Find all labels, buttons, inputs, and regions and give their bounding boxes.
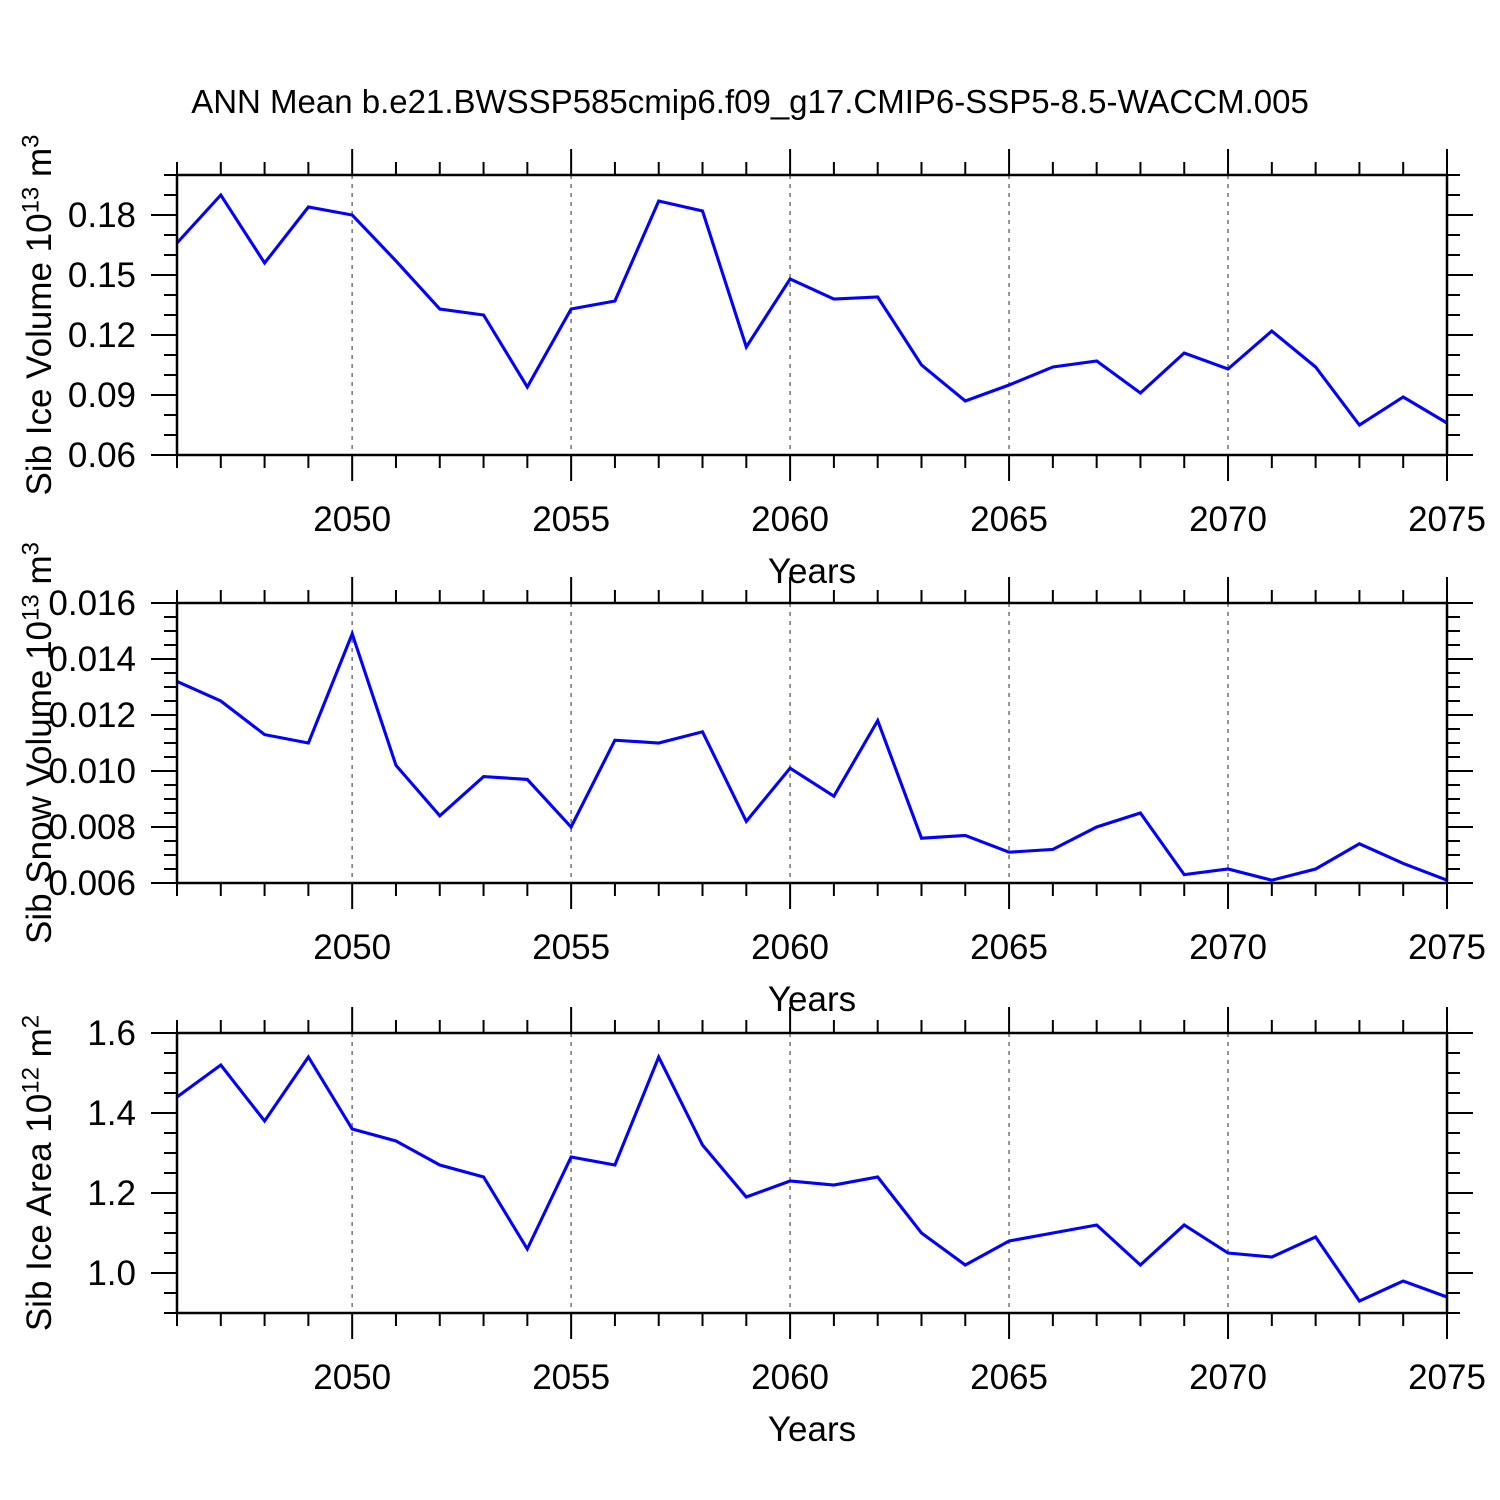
sib-ice-volume-gridlines — [351, 175, 1229, 455]
sib-ice-area-line — [176, 1053, 1448, 1303]
sib-snow-volume-line — [176, 629, 1448, 882]
x-tick-label: 2055 — [532, 1358, 610, 1397]
x-tick-label: 2060 — [751, 500, 829, 539]
y-tick-label: 0.18 — [68, 196, 136, 235]
sib-ice-area-ytick-labels: 1.0 1.2 1.4 1.6 — [87, 1014, 136, 1293]
x-tick-label: 2070 — [1189, 928, 1267, 967]
x-axis-title-3: Years — [767, 1410, 857, 1449]
y-tick-label: 0.12 — [68, 316, 136, 355]
y-tick-label: 0.010 — [48, 752, 136, 791]
sib-ice-area-xtick-labels: 2050 2055 2060 2065 2070 2075 — [313, 1358, 1486, 1397]
x-tick-label: 2060 — [751, 928, 829, 967]
x-tick-label: 2070 — [1189, 500, 1267, 539]
y-tick-label: 0.014 — [48, 640, 136, 679]
sib-ice-volume-line — [175, 192, 1448, 428]
y-tick-label: 0.09 — [68, 376, 136, 415]
x-tick-label: 2050 — [313, 1358, 391, 1397]
sib-ice-volume-ytick-labels: 0.06 0.09 0.12 0.15 0.18 — [68, 196, 136, 475]
sib-ice-area-gridlines — [351, 1033, 1229, 1313]
x-axis-title-1: Years — [767, 552, 857, 591]
x-tick-label: 2075 — [1408, 1358, 1486, 1397]
x-tick-label: 2065 — [970, 500, 1048, 539]
x-axis-title-2: Years — [767, 980, 857, 1019]
y-tick-label: 1.2 — [87, 1174, 136, 1213]
sib-ice-volume-ticks — [151, 149, 1473, 481]
y-tick-label: 1.6 — [87, 1014, 136, 1053]
sib-snow-volume-ticks — [151, 577, 1473, 909]
y-axis-title-sib-snow-volume: Sib Snow Volume 1013 m3 — [17, 542, 59, 944]
y-tick-label: 0.006 — [48, 864, 136, 903]
y-tick-label: 1.4 — [87, 1094, 136, 1133]
y-tick-label: 0.15 — [68, 256, 136, 295]
sib-snow-volume-gridlines — [351, 603, 1229, 883]
sib-snow-volume-frame — [175, 601, 1449, 885]
sib-ice-volume-frame — [175, 173, 1449, 457]
chart-sib-ice-area: 1.0 1.2 1.4 1.6 2050 2055 2060 2065 2070 2075 — [87, 1007, 1486, 1397]
sib-snow-volume-ytick-labels: 0.006 0.008 0.010 0.012 0.014 0.016 — [48, 584, 136, 903]
y-tick-label: 0.06 — [68, 436, 136, 475]
sib-snow-volume-xtick-labels: 2050 2055 2060 2065 2070 2075 — [313, 928, 1486, 967]
y-tick-label: 1.0 — [87, 1254, 136, 1293]
sib-ice-area-ticks — [151, 1007, 1473, 1339]
x-tick-label: 2055 — [532, 928, 610, 967]
y-axis-title-sib-ice-volume: Sib Ice Volume 1013 m3 — [17, 134, 59, 496]
sib-ice-volume-xtick-labels: 2050 2055 2060 2065 2070 2075 — [313, 500, 1486, 539]
chart-sib-ice-volume: 0.06 0.09 0.12 0.15 0.18 2050 2055 2060 2065 2070… — [68, 149, 1486, 539]
y-tick-label: 0.012 — [48, 696, 136, 735]
y-tick-label: 0.016 — [48, 584, 136, 623]
x-tick-label: 2070 — [1189, 1358, 1267, 1397]
x-tick-label: 2050 — [313, 500, 391, 539]
x-tick-label: 2050 — [313, 928, 391, 967]
x-tick-label: 2065 — [970, 1358, 1048, 1397]
sib-ice-area-frame — [175, 1031, 1449, 1315]
y-tick-label: 0.008 — [48, 808, 136, 847]
x-tick-label: 2075 — [1408, 500, 1486, 539]
x-tick-label: 2055 — [532, 500, 610, 539]
x-tick-label: 2060 — [751, 1358, 829, 1397]
x-tick-label: 2075 — [1408, 928, 1486, 967]
figure-title: ANN Mean b.e21.BWSSP585cmip6.f09_g17.CMI… — [191, 83, 1309, 120]
x-tick-label: 2065 — [970, 928, 1048, 967]
y-axis-title-sib-ice-area: Sib Ice Area 1012 m2 — [17, 1014, 59, 1332]
